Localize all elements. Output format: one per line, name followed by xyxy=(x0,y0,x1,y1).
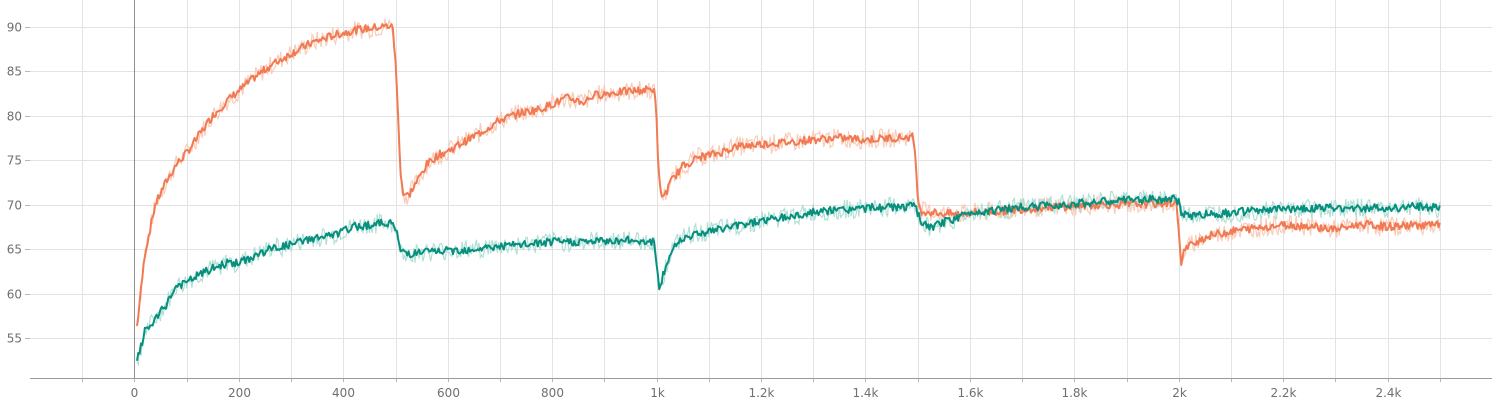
y-tick-label: 60 xyxy=(7,288,22,302)
x-tick-label: 1.2k xyxy=(748,386,774,400)
axes: 0 200 400 600 800 1k 1.2k 1.4k 1.6k 1.8k 2k 2.2k 2.4… xyxy=(7,0,1492,400)
smoothed-series-layer xyxy=(136,23,1441,361)
series-1-line xyxy=(136,23,1441,327)
gridlines xyxy=(30,0,1492,378)
y-tick-label: 55 xyxy=(7,332,22,346)
x-tick-label: 2k xyxy=(1172,386,1187,400)
x-tick-label: 2.4k xyxy=(1375,386,1401,400)
x-tick-label: 600 xyxy=(437,386,460,400)
x-tick-label: 200 xyxy=(228,386,251,400)
y-tick-label: 85 xyxy=(7,65,22,79)
x-tick-label: 1.8k xyxy=(1061,386,1087,400)
x-tick-label: 2.2k xyxy=(1270,386,1296,400)
x-tick-label: 1k xyxy=(650,386,665,400)
y-tick-label: 65 xyxy=(7,243,22,257)
series-1-raw-line xyxy=(136,18,1441,327)
y-tick-label: 80 xyxy=(7,110,22,124)
x-tick-label: 1.4k xyxy=(852,386,878,400)
x-tick-label: 0 xyxy=(131,386,139,400)
series-2-line xyxy=(136,194,1441,361)
y-tick-label: 90 xyxy=(7,21,22,35)
y-tick-label: 75 xyxy=(7,154,22,168)
series-2-raw-line xyxy=(136,189,1441,367)
x-tick-label: 1.6k xyxy=(957,386,983,400)
x-tick-label: 400 xyxy=(332,386,355,400)
y-tick-label: 70 xyxy=(7,199,22,213)
raw-series-layer xyxy=(136,18,1441,367)
x-tick-label: 800 xyxy=(541,386,564,400)
